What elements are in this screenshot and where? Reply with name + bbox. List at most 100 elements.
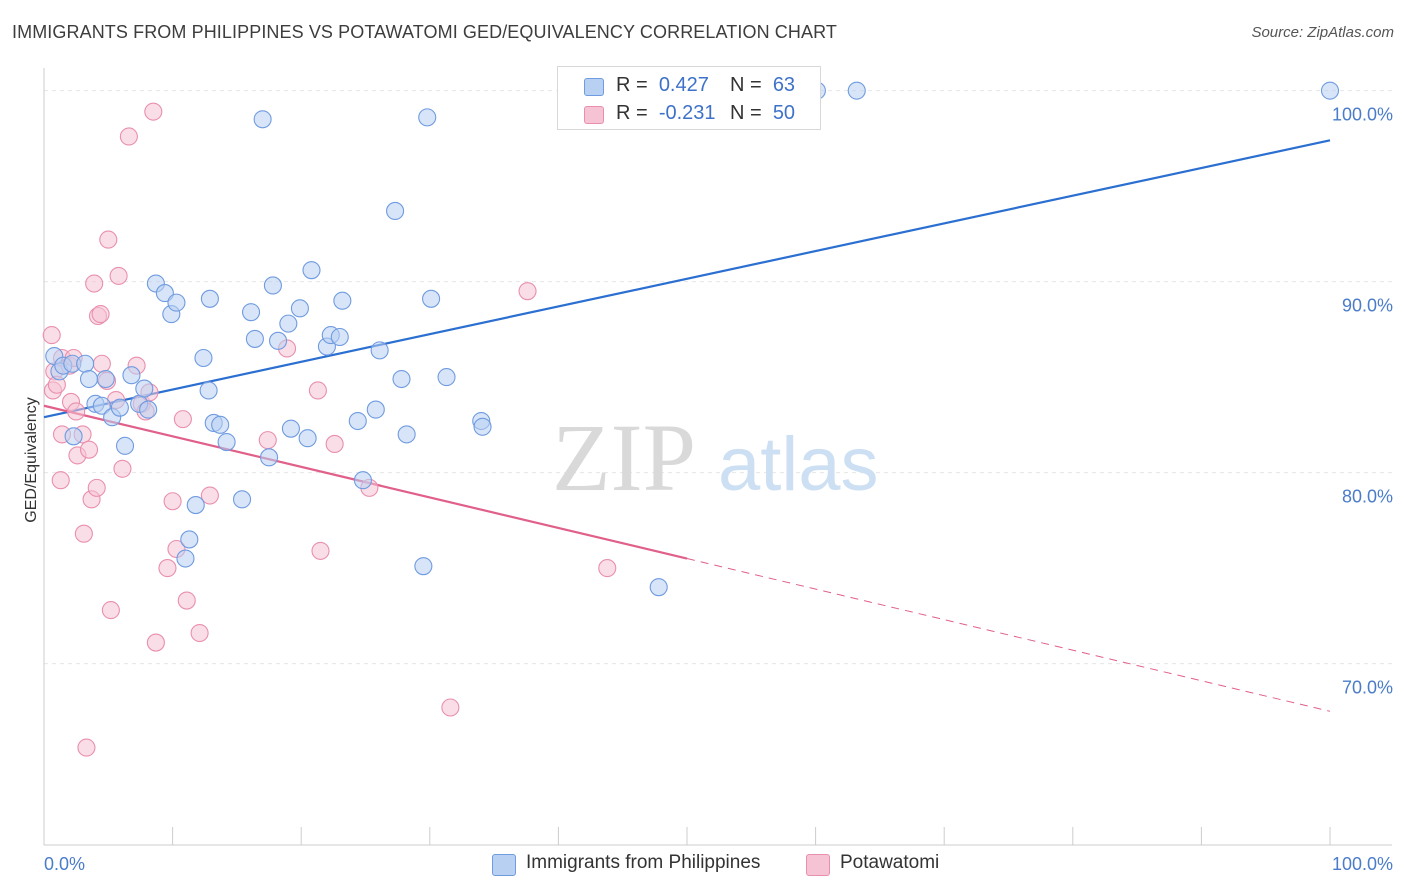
point-potawatomi xyxy=(146,633,165,652)
r-value: -0.231 xyxy=(658,102,716,124)
point-philippines xyxy=(414,557,433,576)
point-potawatomi xyxy=(109,266,128,285)
point-potawatomi xyxy=(518,282,537,301)
point-potawatomi xyxy=(101,601,120,620)
point-potawatomi xyxy=(91,305,110,324)
y-tick-label: 100.0% xyxy=(1332,105,1393,125)
point-potawatomi xyxy=(163,492,182,511)
n-label: N = xyxy=(730,74,762,96)
point-philippines xyxy=(386,201,405,221)
point-potawatomi xyxy=(77,738,96,757)
point-philippines xyxy=(302,261,321,280)
x-tick-label: 100.0% xyxy=(1332,854,1393,874)
point-philippines xyxy=(167,293,186,312)
point-philippines xyxy=(194,348,213,368)
legend-label: Immigrants from Philippines xyxy=(526,852,761,873)
point-potawatomi xyxy=(308,381,327,400)
point-potawatomi xyxy=(79,440,99,459)
point-potawatomi xyxy=(92,354,111,373)
point-philippines xyxy=(253,110,272,129)
point-philippines xyxy=(269,331,288,350)
point-philippines xyxy=(392,369,411,389)
legend-swatch-pink xyxy=(584,106,604,124)
point-philippines xyxy=(110,398,129,417)
point-philippines xyxy=(418,108,437,127)
watermark: ZIP atlas xyxy=(552,404,879,511)
r-value: 0.427 xyxy=(658,74,709,96)
n-label: N = xyxy=(730,102,762,124)
point-potawatomi xyxy=(67,402,86,421)
point-philippines xyxy=(1320,81,1340,100)
point-philippines xyxy=(139,400,158,419)
point-philippines xyxy=(199,381,218,400)
point-philippines xyxy=(232,490,252,509)
point-philippines xyxy=(76,354,95,373)
n-value: 63 xyxy=(772,74,796,96)
point-philippines xyxy=(96,369,115,389)
y-tick-label: 70.0% xyxy=(1342,678,1393,698)
point-potawatomi xyxy=(51,471,70,490)
point-philippines xyxy=(290,299,309,318)
y-tick-label: 80.0% xyxy=(1342,487,1393,507)
y-axis-label: GED/Equivalency xyxy=(23,397,40,522)
point-potawatomi xyxy=(158,559,177,578)
point-philippines xyxy=(279,314,298,333)
point-philippines xyxy=(241,303,261,322)
legend-row-potawatomi: R = -0.231 N = 50 xyxy=(558,99,820,129)
point-philippines xyxy=(180,530,199,549)
legend-swatch-blue xyxy=(492,854,516,876)
point-philippines xyxy=(422,289,441,308)
legend-swatch-blue xyxy=(584,78,604,96)
point-philippines xyxy=(366,400,385,419)
chart-title: IMMIGRANTS FROM PHILIPPINES VS POTAWATOM… xyxy=(12,22,837,42)
point-philippines xyxy=(397,425,416,444)
point-philippines xyxy=(348,411,367,431)
point-philippines xyxy=(263,276,282,295)
point-philippines xyxy=(135,379,154,398)
gridlines xyxy=(44,90,1392,665)
watermark-zip: ZIP xyxy=(552,404,696,511)
point-philippines xyxy=(176,549,195,568)
point-potawatomi xyxy=(87,478,106,497)
point-philippines xyxy=(245,329,264,348)
point-potawatomi xyxy=(190,623,209,643)
point-philippines xyxy=(259,448,279,467)
legend-row-philippines: R = 0.427 N = 63 xyxy=(558,71,820,101)
point-philippines xyxy=(330,327,349,347)
point-potawatomi xyxy=(200,486,219,505)
point-potawatomi xyxy=(258,431,277,450)
legend-swatch-pink xyxy=(806,854,830,876)
point-philippines xyxy=(217,432,236,452)
point-philippines xyxy=(298,429,317,448)
point-philippines xyxy=(200,289,219,308)
legend-r: R = 0.427 xyxy=(616,74,709,97)
source-label: Source: ZipAtlas.com xyxy=(1251,24,1394,41)
point-philippines xyxy=(64,427,83,446)
legend-n: N = 50 xyxy=(730,102,795,125)
legend-n: N = 63 xyxy=(730,74,795,97)
point-potawatomi xyxy=(144,102,163,121)
series-legend: Immigrants from Philippines Potawatomi xyxy=(0,852,1406,878)
n-value: 50 xyxy=(772,102,796,124)
y-tick-label: 90.0% xyxy=(1342,296,1393,316)
point-philippines xyxy=(122,366,141,385)
point-potawatomi xyxy=(325,434,344,454)
axes xyxy=(43,68,1392,846)
r-label: R = xyxy=(616,102,648,124)
point-potawatomi xyxy=(598,559,617,578)
point-potawatomi xyxy=(177,591,196,610)
point-potawatomi xyxy=(311,541,330,560)
legend-r: R = -0.231 xyxy=(616,102,716,125)
point-philippines xyxy=(333,291,352,310)
point-philippines xyxy=(79,369,99,389)
watermark-atlas: atlas xyxy=(718,422,879,507)
point-philippines xyxy=(115,436,135,455)
legend-label: Potawatomi xyxy=(840,852,940,873)
point-potawatomi xyxy=(441,698,460,717)
point-philippines xyxy=(649,578,668,597)
point-potawatomi xyxy=(42,326,61,345)
point-philippines xyxy=(473,417,492,436)
point-potawatomi xyxy=(74,524,93,543)
point-potawatomi xyxy=(173,410,192,429)
